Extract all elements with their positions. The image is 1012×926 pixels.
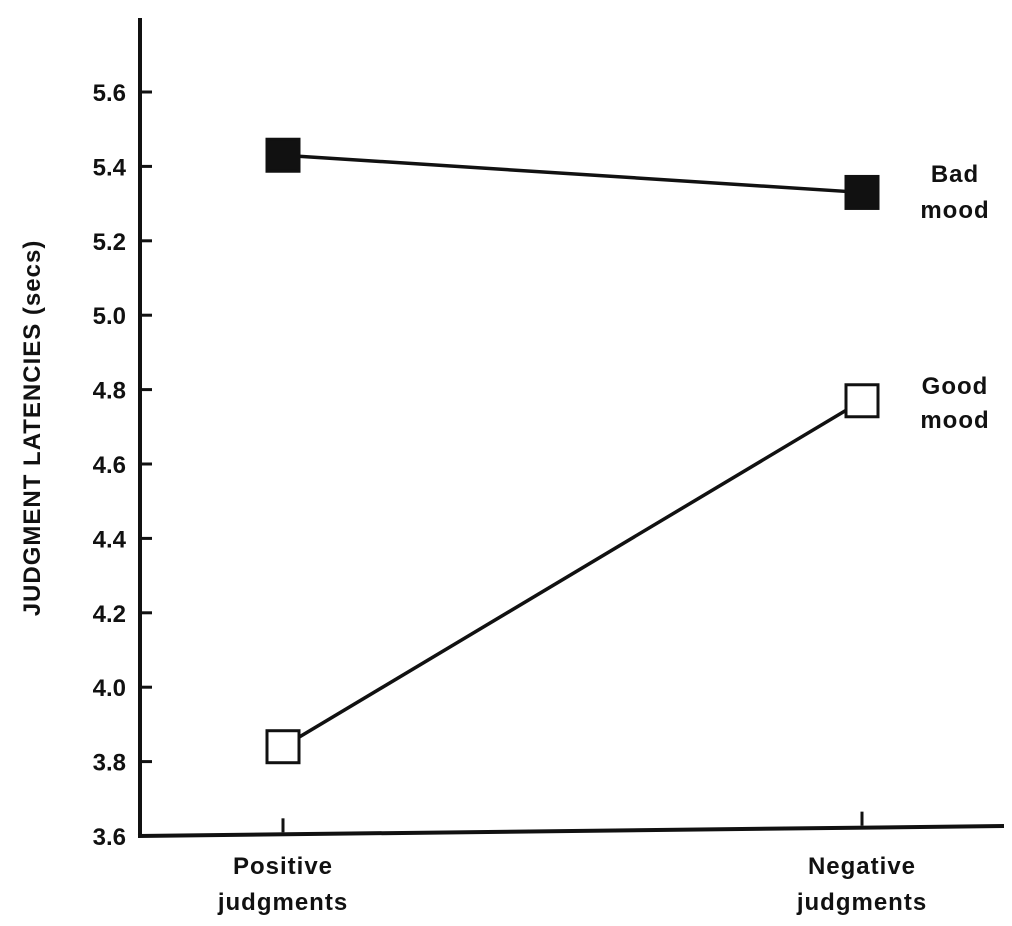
y-tick-label: 5.6 — [93, 80, 126, 107]
series-label-line1: Bad — [931, 161, 979, 188]
y-ticks: 3.6 3.8 4.0 4.2 4.4 4.6 4.8 5.0 5.2 5.4 5.6 — [93, 80, 152, 851]
data-point — [265, 137, 301, 173]
y-tick-label: 4.2 — [93, 601, 126, 628]
y-tick-label: 5.0 — [93, 303, 126, 330]
y-tick-label: 4.0 — [93, 675, 126, 702]
category-label: Positive judgments — [217, 853, 348, 916]
data-point — [844, 383, 880, 419]
data-point — [844, 174, 880, 210]
series-line — [282, 399, 863, 749]
y-tick-label: 4.8 — [93, 378, 126, 405]
x-axis-line — [137, 824, 1005, 838]
series-lines — [282, 153, 863, 749]
axes — [137, 18, 1005, 838]
series-label-line2: mood — [920, 407, 989, 434]
category-label-line1: Positive — [233, 853, 333, 880]
series-label-line2: mood — [920, 197, 989, 224]
y-tick-label: 4.6 — [93, 452, 126, 479]
series-line — [282, 153, 863, 195]
y-tick-label: 3.8 — [93, 750, 126, 777]
category-label-line2: judgments — [796, 889, 927, 916]
y-tick-label: 5.2 — [93, 229, 126, 256]
series-markers — [265, 137, 880, 765]
y-axis-title: JUDGMENT LATENCIES (secs) — [19, 240, 46, 617]
series-label: Good mood — [920, 373, 989, 434]
y-tick-label: 3.6 — [93, 824, 126, 851]
category-labels: Positive judgments Negative judgments — [217, 853, 927, 916]
y-tick-label: 5.4 — [93, 154, 127, 181]
series-label-line1: Good — [922, 373, 989, 400]
series-label: Bad mood — [920, 161, 989, 224]
series-labels: Bad mood Good mood — [920, 161, 989, 434]
y-tick-label: 4.4 — [93, 526, 127, 553]
category-label-line1: Negative — [808, 853, 916, 880]
x-ticks — [281, 811, 864, 833]
category-label-line2: judgments — [217, 889, 348, 916]
data-point — [265, 729, 301, 765]
category-label: Negative judgments — [796, 853, 927, 916]
